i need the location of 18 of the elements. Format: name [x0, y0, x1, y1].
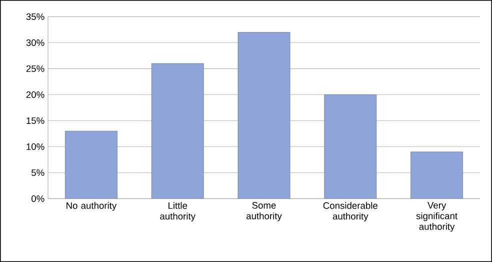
x-tick-label: No authority [66, 202, 117, 211]
y-tick-label: 30% [26, 39, 44, 46]
y-tick-label: 0% [31, 195, 44, 202]
bar [238, 32, 290, 199]
y-tick-label: 5% [32, 169, 44, 176]
y-tick-label: 20% [26, 91, 44, 98]
bar [410, 152, 463, 199]
x-tick-label: Very significant authority [416, 202, 458, 232]
y-tick-label: 10% [26, 143, 44, 150]
y-tick-label: 15% [26, 117, 44, 124]
y-tick-label: 35% [26, 13, 44, 20]
x-tick-label: Considerable authority [323, 202, 378, 222]
x-tick-label: Little authority [160, 202, 196, 222]
bar [65, 130, 118, 199]
bar [324, 94, 377, 199]
x-tick-label: Some authority [246, 202, 282, 222]
bar [151, 63, 204, 199]
y-tick-label: 25% [26, 65, 44, 72]
